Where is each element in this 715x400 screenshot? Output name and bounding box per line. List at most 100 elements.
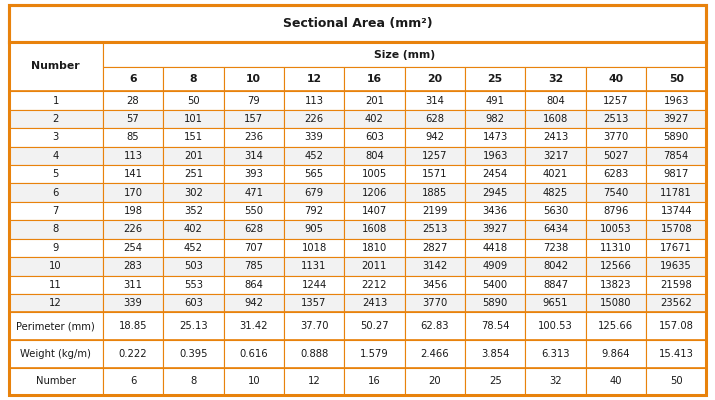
Bar xyxy=(405,294,465,312)
Bar xyxy=(224,368,284,395)
Text: 157.08: 157.08 xyxy=(659,321,694,331)
Bar xyxy=(103,110,163,128)
Text: 37.70: 37.70 xyxy=(300,321,328,331)
Text: 21598: 21598 xyxy=(661,280,692,290)
Bar xyxy=(646,239,706,257)
Bar xyxy=(284,68,344,91)
Bar xyxy=(344,91,405,110)
Text: 2: 2 xyxy=(52,114,59,124)
Text: 15.413: 15.413 xyxy=(659,349,694,359)
Bar xyxy=(405,276,465,294)
Bar xyxy=(9,312,103,340)
Bar xyxy=(284,368,344,395)
Text: 3142: 3142 xyxy=(422,261,448,271)
Text: 792: 792 xyxy=(305,206,324,216)
Bar xyxy=(163,312,224,340)
Text: 942: 942 xyxy=(425,132,444,142)
Bar xyxy=(646,110,706,128)
Bar xyxy=(465,257,526,276)
Bar xyxy=(465,239,526,257)
Bar xyxy=(163,91,224,110)
Bar xyxy=(224,239,284,257)
Bar xyxy=(586,340,646,368)
Bar xyxy=(465,128,526,146)
Bar xyxy=(586,165,646,184)
Text: 565: 565 xyxy=(305,169,324,179)
Bar xyxy=(646,202,706,220)
Text: 12: 12 xyxy=(49,298,62,308)
Text: 226: 226 xyxy=(305,114,324,124)
Bar xyxy=(9,340,103,368)
Bar xyxy=(526,340,586,368)
Text: 141: 141 xyxy=(124,169,142,179)
Bar xyxy=(9,294,103,312)
Text: 11781: 11781 xyxy=(661,188,692,198)
Bar xyxy=(646,294,706,312)
Bar xyxy=(163,202,224,220)
Bar xyxy=(344,368,405,395)
Bar xyxy=(224,146,284,165)
Text: 57: 57 xyxy=(127,114,139,124)
Bar xyxy=(284,110,344,128)
Text: 125.66: 125.66 xyxy=(598,321,633,331)
Bar xyxy=(284,220,344,239)
Bar xyxy=(646,68,706,91)
Text: 4909: 4909 xyxy=(483,261,508,271)
Bar xyxy=(344,239,405,257)
Bar xyxy=(526,184,586,202)
Text: 13823: 13823 xyxy=(600,280,631,290)
Bar xyxy=(9,5,706,42)
Text: 1810: 1810 xyxy=(362,243,387,253)
Text: 302: 302 xyxy=(184,188,203,198)
Bar xyxy=(586,220,646,239)
Text: 942: 942 xyxy=(245,298,263,308)
Text: 6: 6 xyxy=(130,376,136,386)
Text: 8: 8 xyxy=(190,376,197,386)
Text: 4021: 4021 xyxy=(543,169,568,179)
Text: 15708: 15708 xyxy=(661,224,692,234)
Text: 2011: 2011 xyxy=(362,261,387,271)
Text: 236: 236 xyxy=(245,132,263,142)
Text: 12: 12 xyxy=(307,74,322,84)
Text: Size (mm): Size (mm) xyxy=(374,50,435,60)
Text: 1963: 1963 xyxy=(483,151,508,161)
Text: 2513: 2513 xyxy=(603,114,628,124)
Bar xyxy=(163,165,224,184)
Bar xyxy=(405,184,465,202)
Text: 2413: 2413 xyxy=(362,298,387,308)
Text: 157: 157 xyxy=(244,114,263,124)
Bar xyxy=(405,165,465,184)
Bar xyxy=(9,220,103,239)
Text: 8: 8 xyxy=(189,74,197,84)
Text: 628: 628 xyxy=(245,224,263,234)
Text: 18.85: 18.85 xyxy=(119,321,147,331)
Bar xyxy=(526,312,586,340)
Bar xyxy=(344,165,405,184)
Text: 11310: 11310 xyxy=(600,243,631,253)
Text: 2454: 2454 xyxy=(483,169,508,179)
Bar xyxy=(646,91,706,110)
Bar xyxy=(224,220,284,239)
Bar xyxy=(224,202,284,220)
Text: 3927: 3927 xyxy=(483,224,508,234)
Bar xyxy=(465,294,526,312)
Bar xyxy=(163,110,224,128)
Text: 1005: 1005 xyxy=(362,169,387,179)
Text: 170: 170 xyxy=(124,188,142,198)
Bar xyxy=(9,202,103,220)
Bar xyxy=(646,184,706,202)
Bar xyxy=(526,165,586,184)
Text: 550: 550 xyxy=(245,206,263,216)
Text: 1206: 1206 xyxy=(362,188,387,198)
Text: 6434: 6434 xyxy=(543,224,568,234)
Bar xyxy=(646,312,706,340)
Text: 1018: 1018 xyxy=(302,243,327,253)
Text: 50: 50 xyxy=(187,96,199,106)
Bar xyxy=(284,340,344,368)
Bar xyxy=(163,68,224,91)
Text: 471: 471 xyxy=(245,188,263,198)
Text: 8796: 8796 xyxy=(603,206,628,216)
Bar xyxy=(103,165,163,184)
Text: 339: 339 xyxy=(305,132,323,142)
Text: 20: 20 xyxy=(428,376,441,386)
